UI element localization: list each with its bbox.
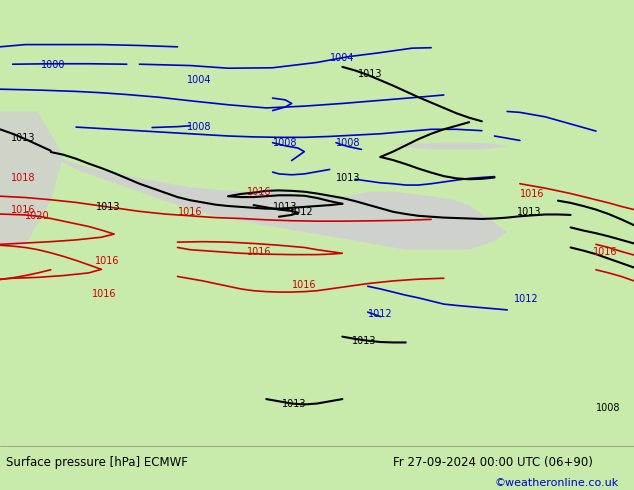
Text: 1008: 1008 [273, 138, 297, 147]
Text: 1016: 1016 [11, 204, 36, 215]
Text: Fr 27-09-2024 00:00 UTC (06+90): Fr 27-09-2024 00:00 UTC (06+90) [393, 456, 593, 469]
Text: 1013: 1013 [11, 133, 36, 143]
Text: 1012: 1012 [288, 207, 313, 217]
Text: 1016: 1016 [593, 247, 618, 257]
Text: 1013: 1013 [352, 336, 377, 346]
Text: 1013: 1013 [96, 202, 121, 212]
Text: ©weatheronline.co.uk: ©weatheronline.co.uk [495, 478, 619, 489]
Text: 1008: 1008 [187, 122, 212, 132]
Text: 1016: 1016 [520, 189, 545, 199]
Text: Surface pressure [hPa] ECMWF: Surface pressure [hPa] ECMWF [6, 456, 188, 469]
Text: 1016: 1016 [92, 289, 117, 299]
Text: 1013: 1013 [336, 173, 361, 183]
Text: 1013: 1013 [358, 69, 383, 78]
Text: 1013: 1013 [273, 202, 297, 212]
Text: 1016: 1016 [247, 247, 272, 257]
Text: 1008: 1008 [336, 138, 361, 147]
Text: 1012: 1012 [368, 309, 392, 319]
Text: 1004: 1004 [330, 53, 354, 63]
Text: 1013: 1013 [282, 398, 307, 409]
Text: 1020: 1020 [25, 211, 50, 221]
Text: 1016: 1016 [247, 187, 272, 197]
Text: 1016: 1016 [95, 256, 120, 266]
Text: 1016: 1016 [178, 207, 202, 217]
Text: 1000: 1000 [41, 60, 66, 70]
Polygon shape [380, 143, 507, 149]
Text: 1012: 1012 [514, 294, 538, 304]
Polygon shape [0, 112, 63, 446]
Text: 1013: 1013 [517, 207, 542, 217]
Text: 1008: 1008 [596, 403, 621, 413]
Text: 1018: 1018 [11, 173, 36, 183]
Text: 1016: 1016 [292, 280, 316, 291]
Polygon shape [51, 156, 507, 250]
Text: 1004: 1004 [187, 75, 212, 85]
FancyBboxPatch shape [0, 0, 634, 446]
